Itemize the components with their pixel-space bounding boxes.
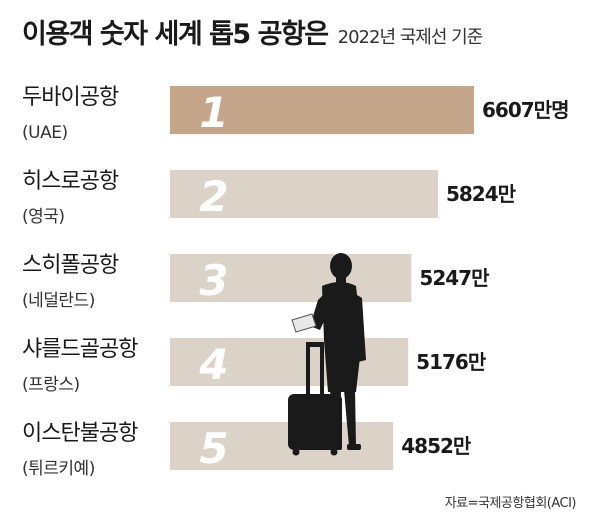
bar bbox=[170, 338, 409, 386]
rank-number: 1 bbox=[199, 88, 228, 137]
rank-number: 3 bbox=[199, 256, 228, 305]
airport-name-label: 두바이공항 bbox=[22, 85, 119, 110]
value-label: 5824만 bbox=[446, 182, 517, 206]
chart-title: 이용객 숫자 세계 톱5 공항은 bbox=[22, 19, 329, 50]
chart-subtitle: 2022년 국제선 기준 bbox=[337, 27, 484, 48]
value-label: 5247만 bbox=[419, 266, 490, 290]
bar bbox=[170, 86, 474, 134]
rank-number: 4 bbox=[198, 340, 228, 389]
country-label: (UAE) bbox=[22, 123, 68, 143]
value-label: 5176만 bbox=[416, 350, 487, 374]
country-label: (영국) bbox=[22, 207, 65, 227]
value-label: 4852만 bbox=[401, 434, 472, 458]
bar bbox=[170, 170, 438, 218]
country-label: (네덜란드) bbox=[22, 291, 95, 311]
country-label: (튀르키예) bbox=[22, 459, 95, 479]
airport-name-label: 스히폴공항 bbox=[22, 253, 119, 278]
airport-name-label: 이스탄불공항 bbox=[22, 421, 138, 446]
airport-name-label: 히스로공항 bbox=[22, 169, 119, 194]
traveler-silhouette-icon bbox=[288, 253, 366, 456]
title-row: 이용객 숫자 세계 톱5 공항은 2022년 국제선 기준 bbox=[22, 12, 484, 51]
rank-number: 2 bbox=[199, 172, 228, 221]
value-label: 6607만명 bbox=[482, 98, 568, 122]
country-label: (프랑스) bbox=[22, 375, 80, 395]
rank-number: 5 bbox=[199, 424, 228, 473]
airport-name-label: 샤를드골공항 bbox=[22, 337, 138, 362]
bar bbox=[170, 254, 412, 302]
source-note: 자료=국제공항협회(ACI) bbox=[444, 496, 577, 511]
